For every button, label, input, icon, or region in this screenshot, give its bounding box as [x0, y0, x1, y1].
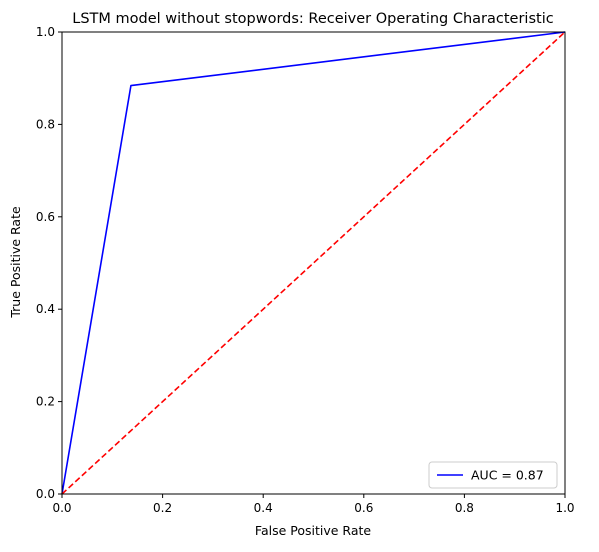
- chart-title: LSTM model without stopwords: Receiver O…: [72, 11, 553, 27]
- roc-curve-line: [61, 31, 566, 495]
- x-axis-label: False Positive Rate: [255, 523, 371, 538]
- axes-frame: [61, 31, 566, 495]
- x-tick-label: 0.8: [455, 501, 474, 515]
- x-tick-label: 0.0: [52, 501, 71, 515]
- x-tick-label: 0.2: [153, 501, 172, 515]
- y-tick-label: 0.4: [36, 302, 55, 316]
- y-tick-label: 0.6: [36, 210, 55, 224]
- legend-box: [428, 461, 558, 489]
- y-axis-label: True Positive Rate: [8, 206, 23, 319]
- x-tick-label: 0.6: [354, 501, 373, 515]
- x-tick-label: 1.0: [555, 501, 574, 515]
- y-tick-label: 0.8: [36, 117, 55, 131]
- y-tick-label: 0.2: [36, 395, 55, 409]
- x-tick-label: 0.4: [254, 501, 273, 515]
- y-tick-label: 0.0: [36, 487, 55, 501]
- y-tick-label: 1.0: [36, 25, 55, 39]
- plot-area: 0.0 0.2 0.4 0.6 0.8 1.0 0.0 0.2 0.4 0.6 0.8 1.0 AUC …: [36, 25, 575, 515]
- legend-label: AUC = 0.87: [471, 468, 544, 483]
- reference-diagonal-line: [61, 31, 566, 495]
